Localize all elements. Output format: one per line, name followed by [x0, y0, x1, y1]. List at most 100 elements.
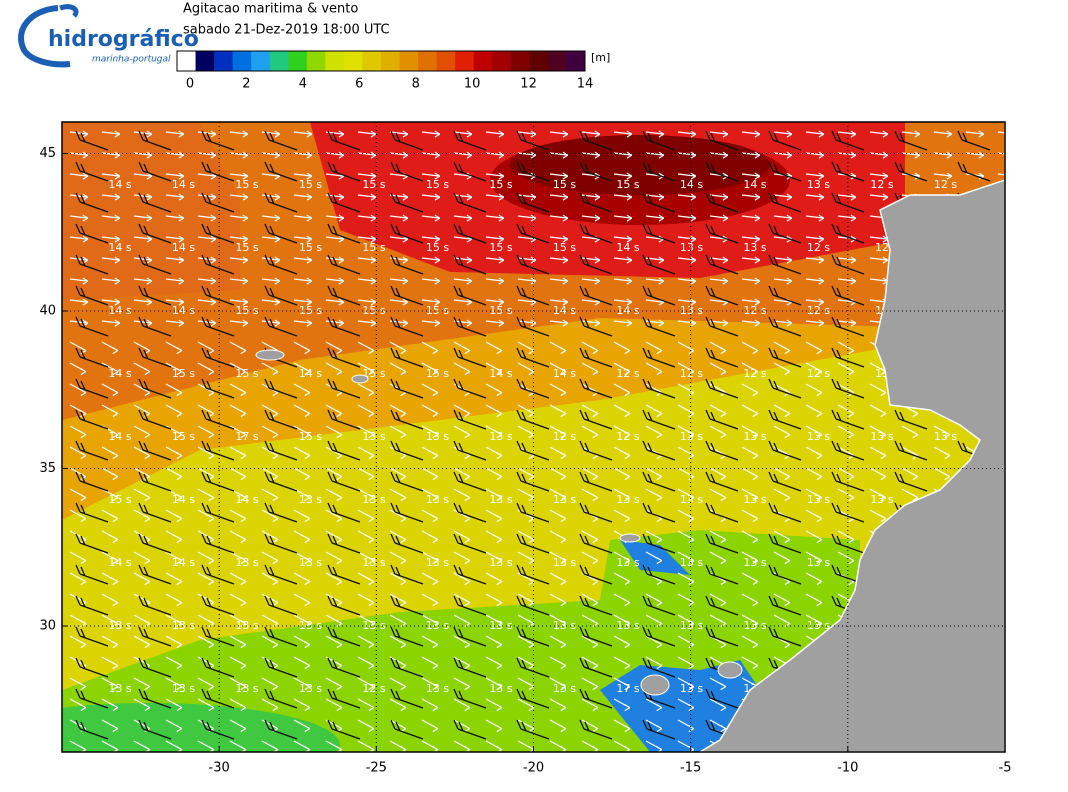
wave-arrow [741, 319, 761, 327]
wave-arrow [101, 383, 119, 397]
wave-arrow [805, 446, 823, 460]
wave-arrow [357, 467, 375, 481]
wind-barb [201, 657, 235, 678]
wave-arrow [549, 467, 567, 481]
wave-arrow [293, 404, 311, 418]
wave-arrow [741, 193, 761, 201]
wave-arrow [645, 341, 663, 355]
wave-arrow [453, 404, 471, 418]
wind-barb [390, 533, 424, 554]
wind-barb [138, 657, 172, 678]
wind-barb [201, 316, 235, 337]
wind-barb [642, 130, 676, 151]
wave-arrow [581, 656, 599, 670]
colorbar-swatch [343, 51, 363, 71]
period-label: 13 s [680, 556, 703, 569]
x-tick-label: -10 [837, 761, 858, 776]
wind-barb [894, 409, 928, 430]
wave-arrow [133, 530, 151, 544]
x-tick-label: -20 [523, 761, 544, 776]
wind-barb [894, 161, 928, 182]
period-label: 15 s [553, 241, 576, 254]
wave-arrow [101, 341, 119, 355]
wind-barb [390, 564, 424, 585]
wave-arrow [517, 677, 535, 691]
wave-arrow [837, 425, 855, 439]
wave-arrow [677, 572, 695, 586]
period-label: 12 s [362, 682, 385, 695]
wave-arrow [837, 319, 857, 327]
wave-arrow [773, 319, 793, 327]
wave-arrow [837, 193, 857, 201]
wave-arrow [709, 614, 727, 628]
wave-arrow [933, 130, 953, 138]
wave-arrow [389, 298, 409, 306]
wave-arrow [229, 298, 249, 306]
y-tick-label: 30 [39, 619, 56, 634]
wave-arrow [485, 530, 503, 544]
wave-arrow [101, 572, 119, 586]
period-label: 15 s [489, 241, 512, 254]
wave-arrow [805, 383, 823, 397]
wind-barb [579, 161, 613, 182]
wind-barb [327, 285, 361, 306]
wave-arrow [453, 656, 471, 670]
wave-arrow [133, 698, 151, 712]
wind-barb [75, 347, 109, 368]
wave-arrow [581, 593, 599, 607]
wind-barb [327, 564, 361, 585]
wave-arrow [229, 635, 247, 649]
wave-arrow [741, 277, 761, 285]
wind-barb [453, 347, 487, 368]
wave-arrow [421, 193, 441, 201]
wave-arrow [389, 740, 407, 752]
wave-arrow [741, 509, 759, 523]
wave-arrow [357, 677, 375, 691]
wave-arrow [101, 698, 119, 712]
period-label: 13 s [680, 619, 703, 632]
wave-arrow [357, 593, 375, 607]
wind-barb [75, 533, 109, 554]
wave-arrow [965, 151, 985, 159]
wave-arrow [165, 698, 183, 712]
wind-barb [264, 161, 298, 182]
period-label: 14 s [172, 178, 195, 191]
wave-arrow [805, 256, 825, 264]
wave-arrow [709, 719, 727, 733]
wave-arrow [677, 404, 695, 418]
period-label: 13 s [807, 493, 830, 506]
wind-barb [138, 564, 172, 585]
wave-arrow [869, 256, 889, 264]
wind-barb [831, 440, 865, 461]
wave-arrow [581, 404, 599, 418]
wave-arrow [645, 277, 665, 285]
wave-arrow [677, 235, 697, 243]
wave-arrow [709, 341, 727, 355]
wave-arrow [101, 740, 119, 752]
wave-arrow [293, 383, 311, 397]
wave-arrow [421, 677, 439, 691]
wave-arrow [69, 235, 89, 243]
wind-barb [138, 688, 172, 709]
wave-arrow [805, 404, 823, 418]
wave-arrow [549, 256, 569, 264]
wave-arrow [869, 467, 887, 481]
sea-band [62, 703, 340, 752]
wave-arrow [325, 572, 343, 586]
wave-arrow [453, 130, 473, 138]
wind-barb [516, 130, 550, 151]
wave-arrow [101, 298, 121, 306]
wave-arrow [261, 530, 279, 544]
logo-name: hidrográfico [48, 27, 199, 52]
wave-arrow [421, 277, 441, 285]
wave-arrow [741, 530, 759, 544]
wind-barb [264, 285, 298, 306]
wind-barb [705, 502, 739, 523]
wind-barb [831, 378, 865, 399]
wave-arrow [645, 425, 663, 439]
wave-arrow [133, 319, 153, 327]
wave-arrow [101, 214, 121, 222]
wind-barb [75, 409, 109, 430]
wave-arrow [421, 235, 441, 243]
wave-arrow [517, 298, 537, 306]
